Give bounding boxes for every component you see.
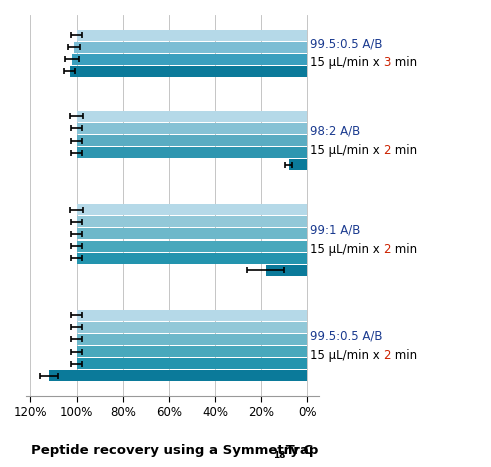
Text: 3: 3 xyxy=(383,57,390,70)
Text: 99:1 A/B: 99:1 A/B xyxy=(310,224,360,237)
Text: min: min xyxy=(391,243,417,256)
Text: 15 μL/min x: 15 μL/min x xyxy=(310,243,383,256)
Bar xyxy=(77,123,307,134)
Bar xyxy=(74,42,307,53)
Bar xyxy=(77,29,307,41)
Bar xyxy=(70,66,307,77)
Text: min: min xyxy=(390,57,417,70)
Text: 99.5:0.5 A/B: 99.5:0.5 A/B xyxy=(310,329,382,342)
Bar xyxy=(49,370,307,381)
Text: 2: 2 xyxy=(383,349,391,361)
Bar xyxy=(72,54,307,65)
Bar xyxy=(77,147,307,158)
Bar xyxy=(77,346,307,357)
Text: 15 μL/min x: 15 μL/min x xyxy=(310,144,383,157)
Bar xyxy=(77,135,307,146)
Bar xyxy=(77,310,307,321)
Text: 98:2 A/B: 98:2 A/B xyxy=(310,124,360,137)
Bar xyxy=(77,358,307,369)
Text: min: min xyxy=(391,144,417,157)
Bar xyxy=(77,204,307,215)
Text: Peptide recovery using a Symmetry C: Peptide recovery using a Symmetry C xyxy=(31,444,313,457)
Bar xyxy=(77,322,307,333)
Text: Trap: Trap xyxy=(281,444,319,457)
Bar xyxy=(266,265,307,276)
Bar xyxy=(77,216,307,227)
Text: 15 μL/min x: 15 μL/min x xyxy=(310,57,383,70)
Bar xyxy=(77,241,307,252)
Bar xyxy=(289,159,307,170)
Text: 2: 2 xyxy=(383,144,391,157)
Bar xyxy=(77,253,307,264)
Text: 18: 18 xyxy=(273,452,285,460)
Text: 99.5:0.5 A/B: 99.5:0.5 A/B xyxy=(310,37,382,50)
Text: 2: 2 xyxy=(383,243,391,256)
Text: 15 μL/min x: 15 μL/min x xyxy=(310,349,383,361)
Text: min: min xyxy=(391,349,417,361)
Bar xyxy=(77,111,307,122)
Bar xyxy=(77,334,307,345)
Bar xyxy=(77,228,307,240)
